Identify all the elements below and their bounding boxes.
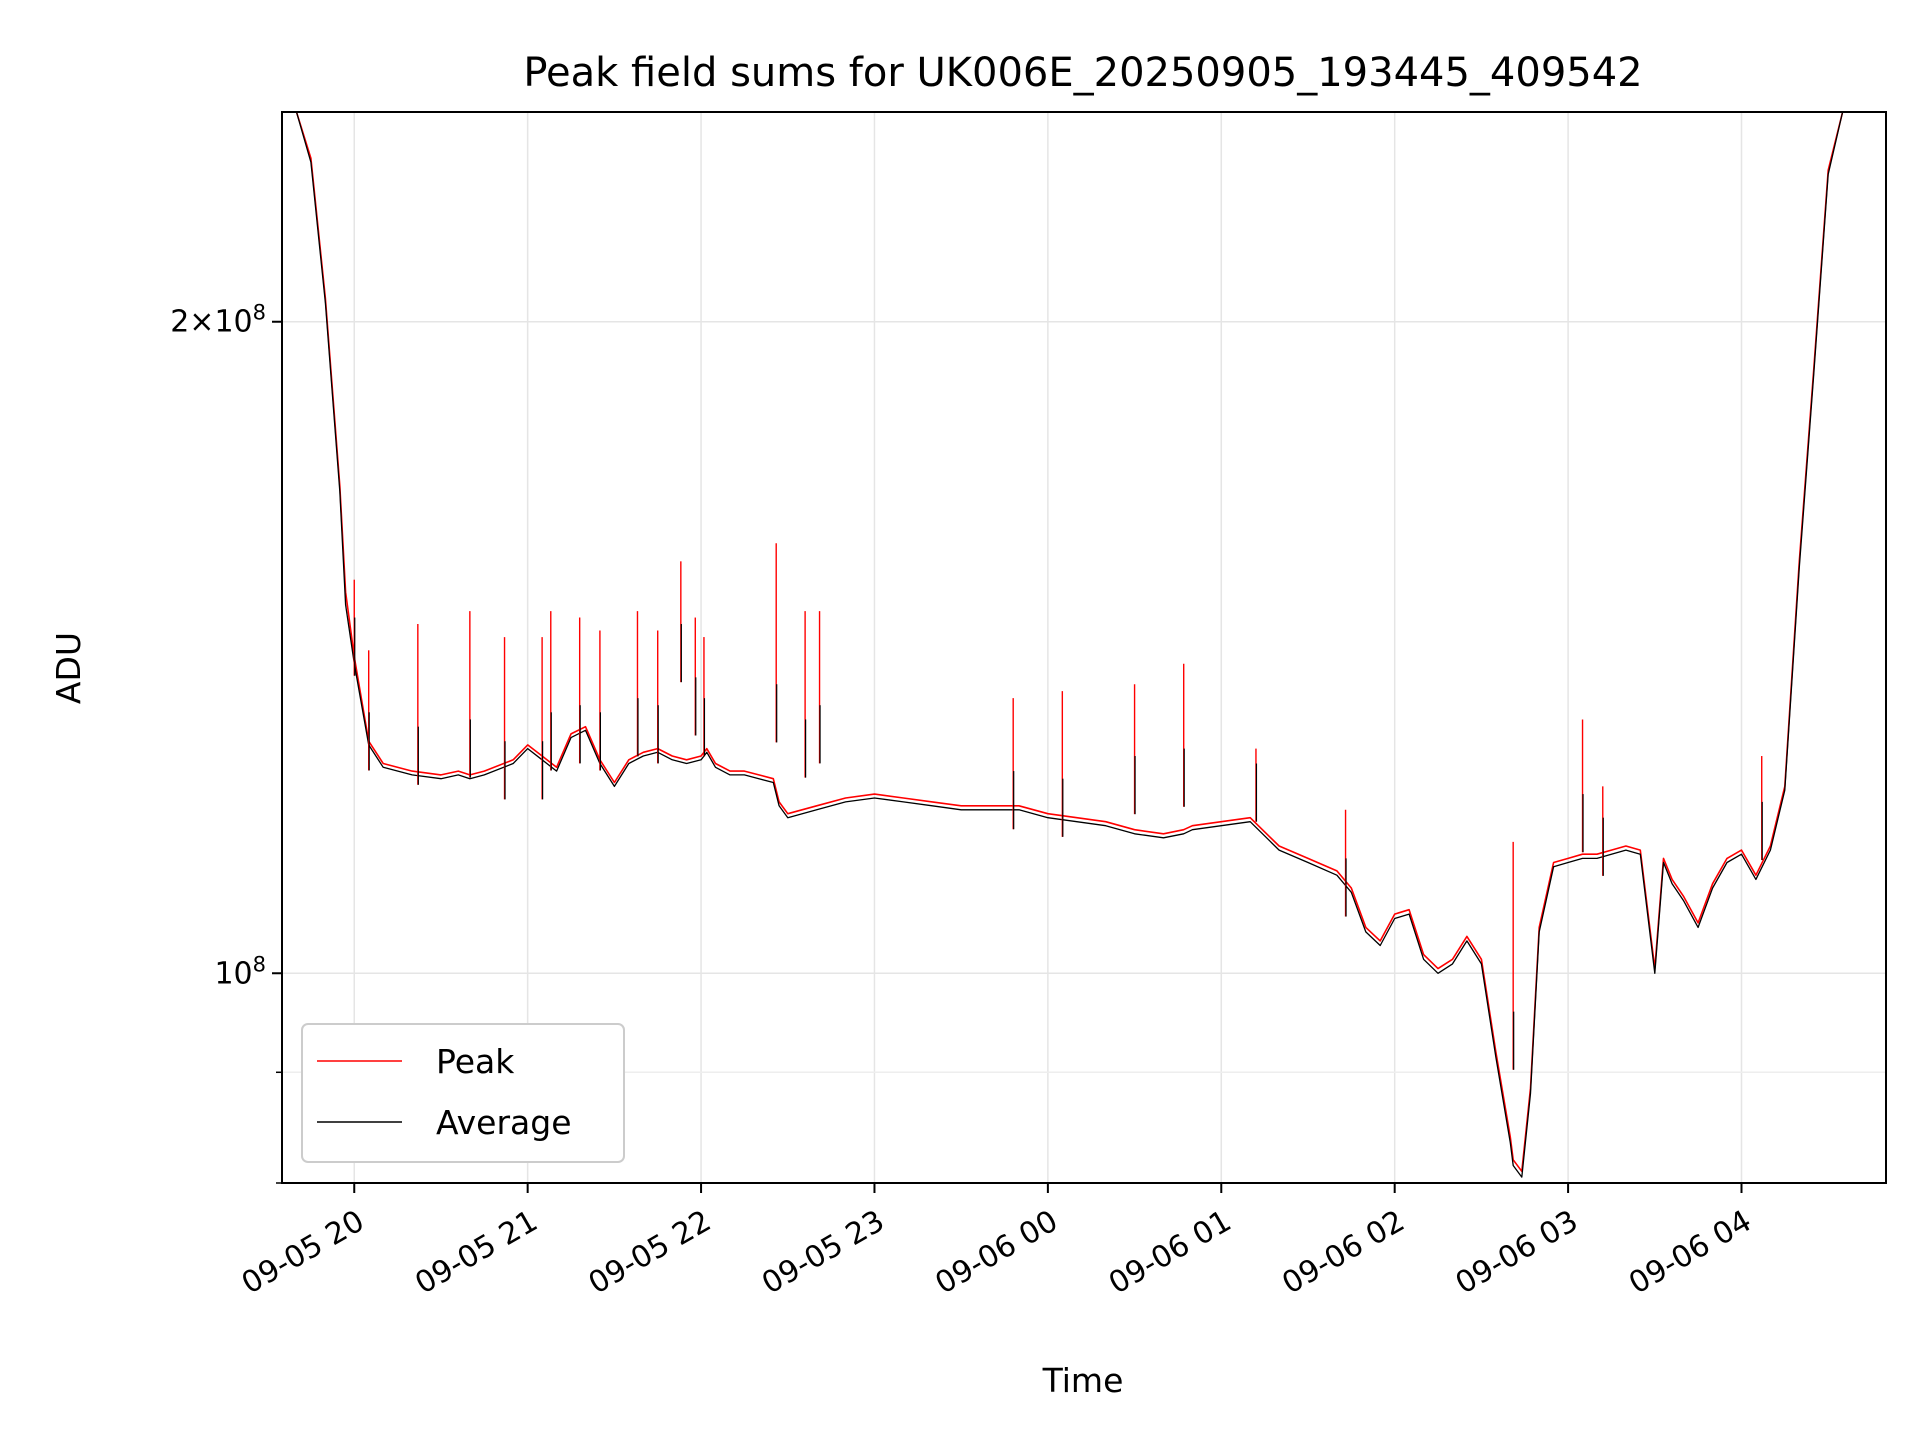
series-group xyxy=(282,112,1858,1178)
y-tick-label: 108 xyxy=(214,952,266,991)
legend-peak-label: Peak xyxy=(436,1042,515,1081)
x-axis-title: Time xyxy=(1042,1361,1124,1400)
series-layer xyxy=(282,112,1858,1178)
chart-title: Peak field sums for UK006E_20250905_1934… xyxy=(523,50,1642,96)
axes-frame xyxy=(281,111,1887,1184)
y-axis-ticks: 108 2×108 xyxy=(170,301,282,1184)
y-tick-label: 2×108 xyxy=(170,301,266,340)
legend-average-label: Average xyxy=(436,1103,572,1142)
y-axis-title: ADU xyxy=(49,632,88,704)
series-line-average xyxy=(282,112,1858,1178)
legend: Peak Average xyxy=(301,1023,625,1163)
legend-box xyxy=(301,1023,625,1163)
